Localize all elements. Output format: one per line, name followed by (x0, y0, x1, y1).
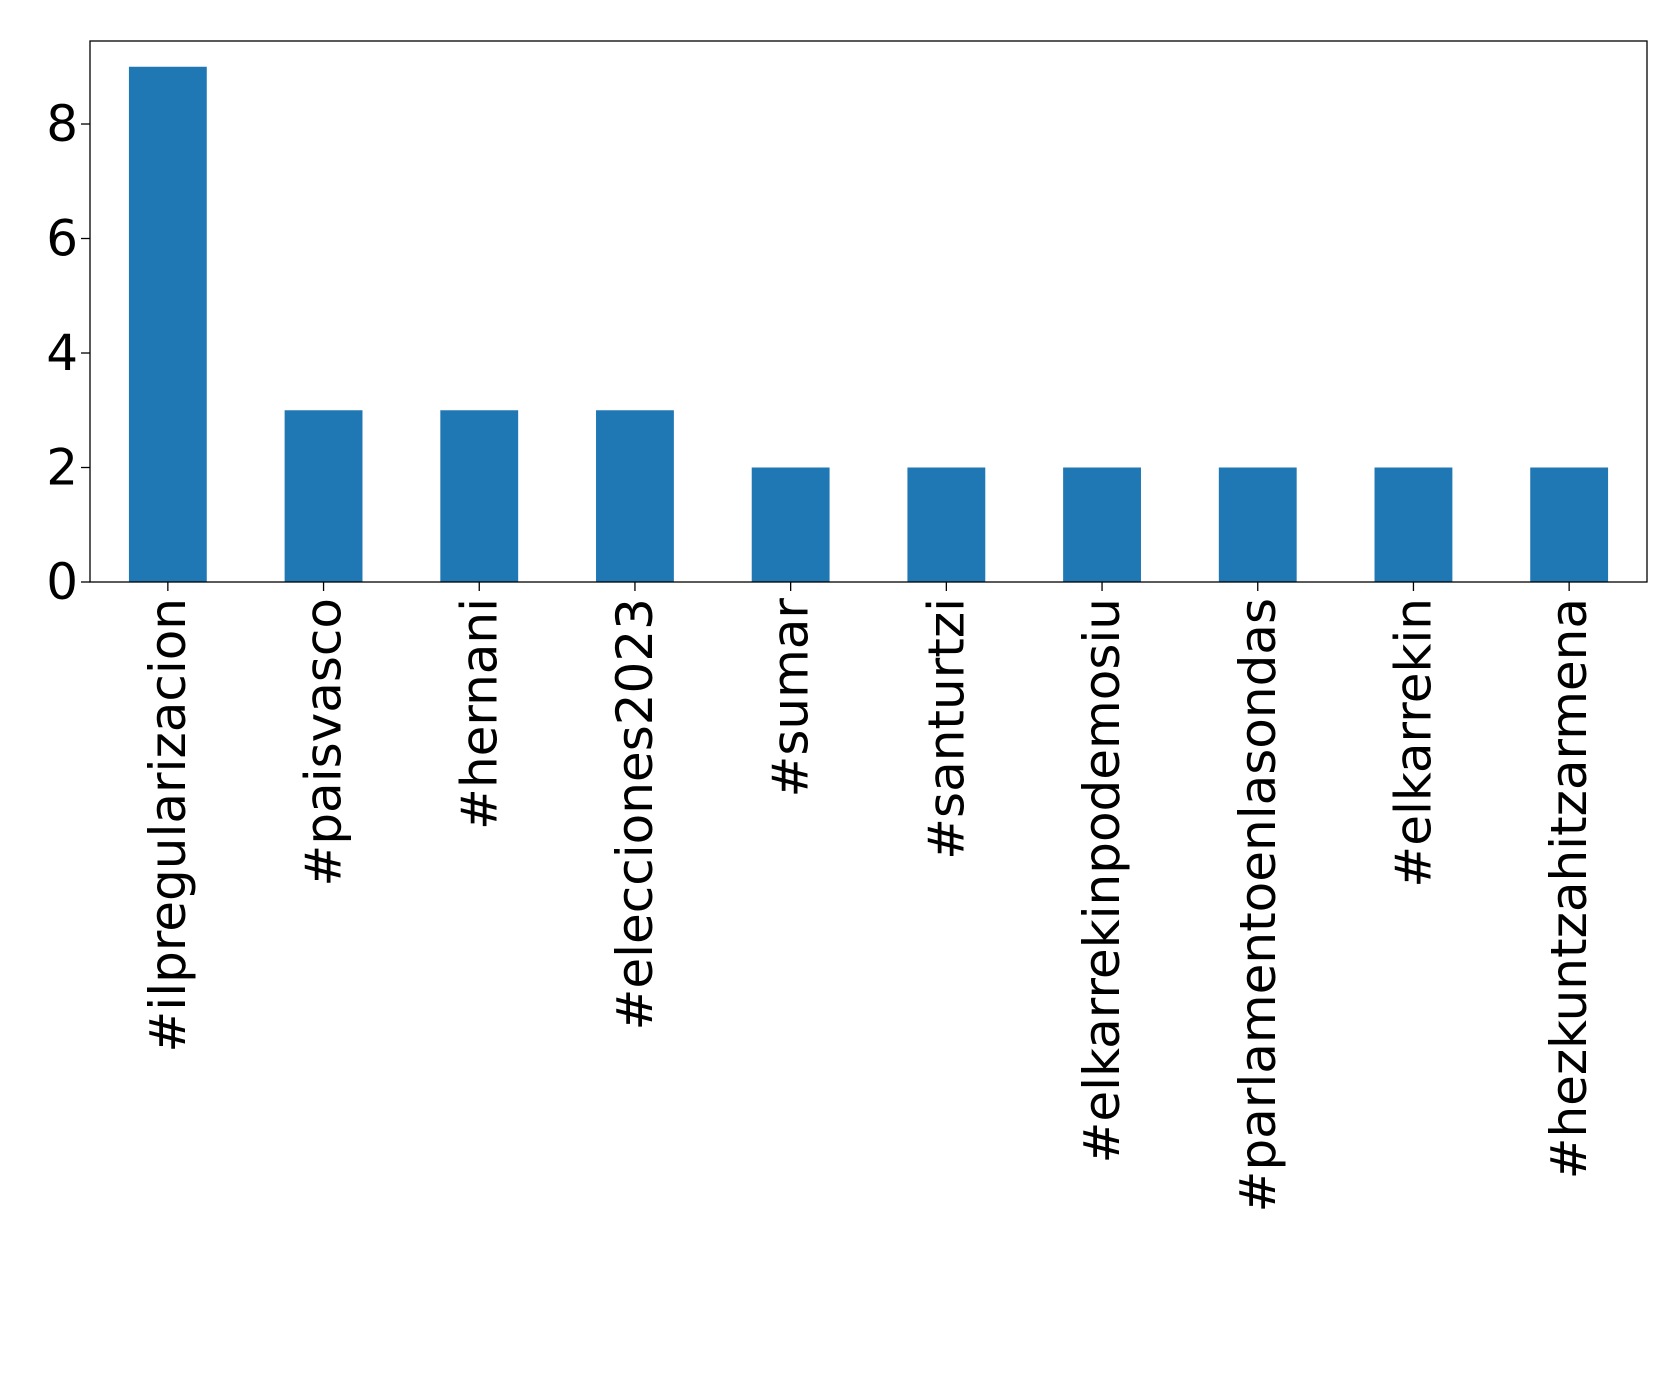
y-tick-label-1: 2 (46, 439, 78, 497)
x-tick-label-5: #santurtzi (917, 598, 975, 860)
x-tick-label-3: #elecciones2023 (606, 598, 664, 1031)
x-tick-label-0: #ilpregularizacion (139, 598, 197, 1053)
bar-5 (907, 467, 986, 582)
y-tick-label-3: 6 (46, 210, 78, 268)
bar-2 (440, 410, 519, 582)
x-tick-label-6: #elkarrekinpodemosiu (1073, 598, 1131, 1163)
bar-7 (1218, 467, 1297, 582)
y-axis: 0 2 4 6 8 (46, 95, 90, 611)
bar-1 (284, 410, 363, 582)
x-axis: #ilpregularizacion #paisvasco #hernani #ele… (139, 582, 1598, 1212)
x-tick-label-8: #elkarrekin (1384, 598, 1442, 888)
y-tick-label-4: 8 (46, 95, 78, 153)
y-tick-label-2: 4 (46, 324, 78, 382)
plot-frame (89, 40, 1648, 583)
bar-0 (128, 66, 207, 582)
bar-6 (1063, 467, 1141, 582)
y-tick-label-0: 0 (46, 553, 78, 611)
x-tick-label-9: #hezkuntzahitzarmena (1540, 598, 1598, 1179)
x-tick-label-7: #parlamentoenlasondas (1229, 598, 1287, 1212)
x-tick-label-1: #paisvasco (295, 598, 353, 887)
bar-3 (596, 410, 674, 582)
x-tick-label-2: #hernani (450, 598, 508, 830)
bars-group (128, 66, 1609, 582)
x-tick-label-4: #sumar (762, 598, 820, 798)
bar-8 (1374, 467, 1453, 582)
bar-4 (751, 467, 830, 582)
bar-9 (1530, 467, 1609, 582)
